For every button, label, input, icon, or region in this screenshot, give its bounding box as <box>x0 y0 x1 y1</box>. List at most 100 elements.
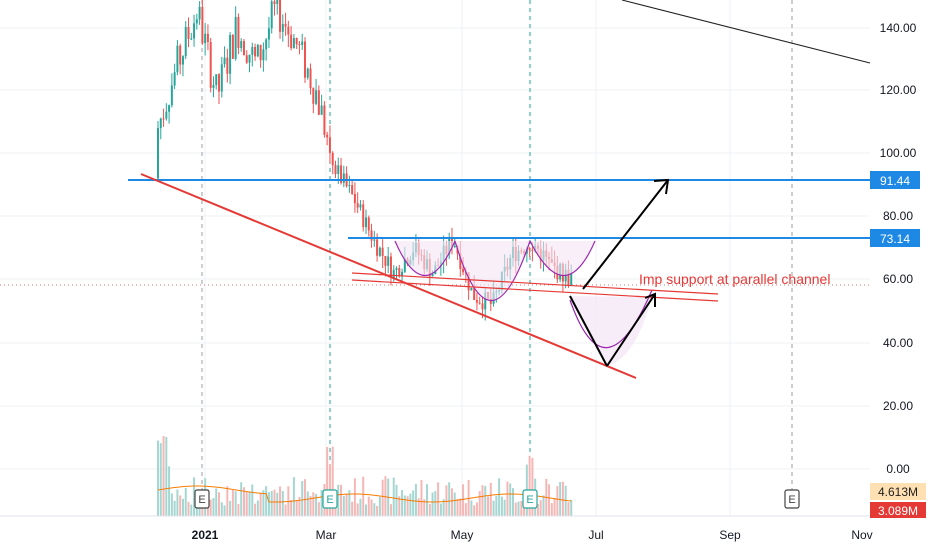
volume-bar <box>409 493 412 516</box>
candle-body <box>287 26 290 35</box>
volume-bar <box>242 487 245 516</box>
volume-bar <box>475 502 478 516</box>
volume-bar <box>337 484 340 516</box>
candle-body <box>201 6 204 44</box>
volume-bar <box>464 503 467 516</box>
candle-body <box>162 118 165 120</box>
projection-arrows <box>569 178 670 367</box>
volume-bar <box>362 476 365 516</box>
candle-body <box>306 68 309 78</box>
candle-body <box>267 28 270 40</box>
volume-bar <box>157 440 159 516</box>
earnings-marker-box[interactable] <box>784 489 800 509</box>
y-tick-label: 100.00 <box>880 146 917 160</box>
channel-line-top <box>351 272 719 295</box>
volume-bar <box>165 437 168 516</box>
candle-body <box>370 230 373 241</box>
volume-bar <box>550 503 553 516</box>
x-tick-label: 2021 <box>192 528 219 542</box>
candle-body <box>348 185 351 187</box>
volume-bar <box>176 489 179 516</box>
volume-label-text: 4.613M <box>878 485 918 499</box>
candle-body <box>315 90 318 104</box>
volume-bar <box>520 501 523 516</box>
price-label-91: 91.44 <box>870 171 920 189</box>
y-tick-label: 120.00 <box>880 83 917 97</box>
earnings-marker-box[interactable] <box>522 489 538 509</box>
candle-body <box>367 217 370 231</box>
volume-bar <box>173 500 176 516</box>
volume-bar <box>162 436 165 516</box>
volume-bar <box>442 499 445 516</box>
candle-body <box>312 88 315 104</box>
candle-body <box>292 38 295 49</box>
arrow-rebound-head <box>644 292 656 307</box>
volume-bar <box>223 505 226 516</box>
volume-bars <box>157 436 573 516</box>
candle-body <box>295 38 298 45</box>
cup-outline <box>529 240 596 277</box>
volume-bar <box>567 501 570 516</box>
volume-bar <box>389 504 392 516</box>
volume-bar <box>376 505 379 516</box>
volume-bar <box>417 498 420 516</box>
candle-body <box>168 105 171 112</box>
volume-bar <box>290 499 293 516</box>
volume-bar <box>517 501 520 516</box>
candle-body <box>265 39 268 50</box>
volume-bar <box>334 501 337 516</box>
volume-bar <box>395 484 398 516</box>
candle-body <box>567 269 570 286</box>
volume-bar <box>450 488 453 516</box>
volume-bar <box>426 484 429 516</box>
x-tick-label: Nov <box>851 528 872 542</box>
cup-outline <box>454 240 531 302</box>
volume-bar <box>229 500 232 516</box>
price-axis: 140.00 120.00 100.00 80.00 60.00 40.00 20.00 0.… <box>880 21 917 476</box>
candle-body <box>373 239 376 241</box>
earnings-marker-box[interactable] <box>322 489 338 509</box>
candle-body <box>254 46 257 57</box>
cup-outline <box>569 289 653 349</box>
candle-body <box>184 26 187 57</box>
earnings-marker-label: E <box>326 494 333 506</box>
channel-line-bottom <box>351 279 719 302</box>
volume-bar <box>193 477 196 516</box>
volume-bar <box>428 503 431 516</box>
y-tick-label: 40.00 <box>883 336 913 350</box>
candle-body <box>365 217 367 228</box>
volume-bar <box>312 492 315 516</box>
volume-bar <box>378 496 381 516</box>
volume-bar <box>514 502 517 516</box>
volume-bar <box>159 443 162 516</box>
candle-body <box>190 38 193 40</box>
candle-body <box>173 72 176 86</box>
candle-body <box>326 134 329 138</box>
annotation-text: Imp support at parallel channel <box>639 271 830 287</box>
earnings-marker-box[interactable] <box>194 489 210 509</box>
candle-body <box>245 55 248 63</box>
volume-bar <box>556 486 559 516</box>
volume-bar <box>301 481 304 516</box>
candle-body <box>342 173 345 183</box>
volume-bar <box>489 482 492 516</box>
candle-body <box>234 16 237 59</box>
volume-bar <box>351 501 354 516</box>
volume-bar <box>401 490 404 516</box>
volume-bar <box>248 492 251 516</box>
arrow-rebound-line <box>606 293 656 367</box>
candle-body <box>392 269 395 278</box>
candle-body <box>281 23 284 32</box>
candle-body <box>159 118 162 129</box>
volume-bar <box>365 504 367 516</box>
candle-body <box>337 165 340 174</box>
candle-body <box>206 33 209 43</box>
candle-body <box>301 41 304 45</box>
candle-body <box>303 41 306 78</box>
volume-bar <box>467 479 470 516</box>
volume-bar <box>170 493 173 516</box>
candle-body <box>362 204 365 228</box>
candle-body <box>157 128 159 179</box>
volume-bar <box>495 495 498 516</box>
